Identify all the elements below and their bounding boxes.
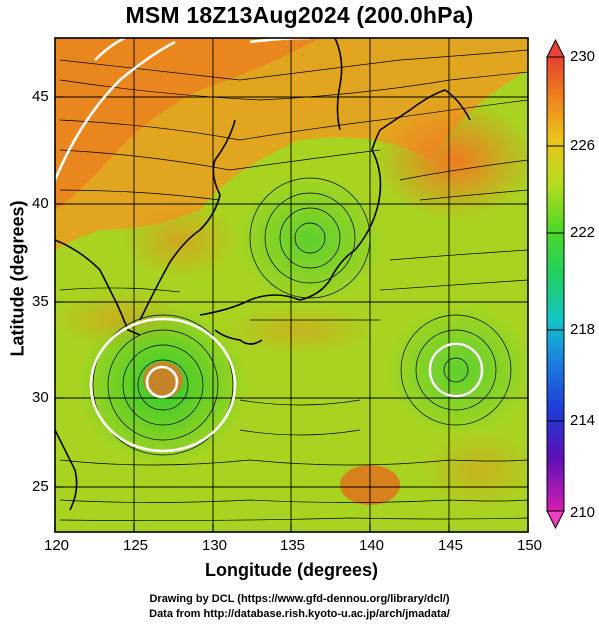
colorbar-over-triangle (546, 38, 565, 58)
colorbar-tick-label: 218 (570, 321, 596, 338)
x-tick-label: 145 (438, 537, 464, 554)
x-tick-label: 130 (202, 537, 228, 554)
cyclone-streamlines (92, 177, 512, 456)
y-tick-label: 40 (32, 195, 49, 212)
x-tick-label: 120 (44, 537, 70, 554)
y-tick-label: 45 (32, 88, 49, 105)
y-tick-label: 35 (32, 293, 49, 310)
lat-lon-grid (55, 38, 528, 532)
x-tick-label: 140 (359, 537, 385, 554)
wind-streamlines (59, 49, 528, 522)
colorbar-under-triangle (546, 510, 565, 530)
y-axis-label: Latitude (degrees) (7, 200, 28, 357)
x-tick-label: 125 (123, 537, 149, 554)
credit-drawing: Drawing by DCL (https://www.gfd-dennou.o… (149, 593, 450, 605)
colorbar-tick-label: 214 (570, 412, 596, 429)
colorbar-tick-label: 222 (570, 224, 596, 241)
colorbar-tick-label: 226 (570, 137, 596, 154)
x-tick-label: 135 (280, 537, 306, 554)
colorbar-tick-label: 210 (570, 504, 596, 521)
x-axis-label: Longitude (degrees) (204, 560, 378, 580)
colorbar (546, 38, 565, 530)
coastlines (55, 38, 471, 511)
x-tick-label: 150 (517, 537, 543, 554)
colorbar-tick-label: 230 (570, 48, 596, 65)
y-tick-label: 30 (32, 389, 49, 406)
white-contours (55, 38, 484, 453)
y-tick-label: 25 (32, 478, 49, 495)
map-title: MSM 18Z13Aug2024 (200.0hPa) (125, 2, 474, 28)
credit-data-source: Data from http://database.rish.kyoto-u.a… (149, 608, 450, 620)
